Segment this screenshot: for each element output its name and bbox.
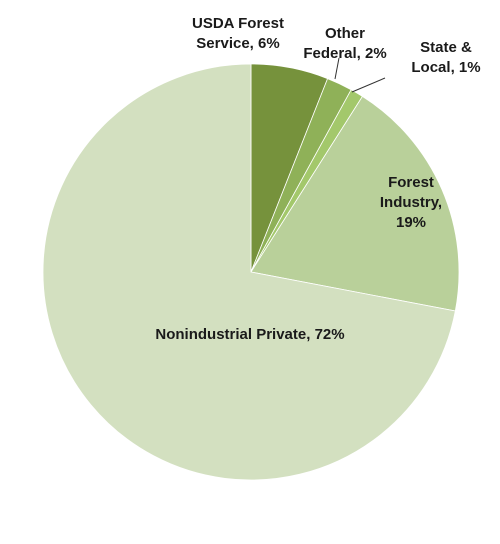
pie-slices bbox=[42, 63, 460, 481]
slice-label-line: Industry, bbox=[380, 194, 442, 211]
leader-line bbox=[334, 57, 340, 80]
slice-label-line: Federal, 2% bbox=[303, 45, 386, 62]
slice-label-line: USDA Forest bbox=[192, 15, 284, 32]
slice-label-nonindustrial-private: Nonindustrial Private, 72% bbox=[155, 326, 344, 343]
slice-label-line: Forest bbox=[388, 174, 434, 191]
slice-label-state-local: State & Local, 1% bbox=[411, 39, 480, 76]
slice-label-line: 19% bbox=[396, 214, 426, 231]
leader-line bbox=[351, 77, 386, 93]
slice-label-line: Other bbox=[325, 25, 365, 42]
slice-label-other-federal: Other Federal, 2% bbox=[303, 25, 386, 62]
slice-label-line: Nonindustrial Private, 72% bbox=[155, 326, 344, 343]
slice-label-line: State & bbox=[420, 39, 472, 56]
pie-slice-forest-industry bbox=[250, 95, 460, 312]
slice-labels: USDA Forest Service, 6% Other Federal, 2% St… bbox=[155, 15, 480, 343]
pie-slice-nonindustrial-private bbox=[42, 63, 456, 481]
slice-label-usda-forest-service: USDA Forest Service, 6% bbox=[192, 15, 284, 52]
slice-label-line: Service, 6% bbox=[196, 35, 279, 52]
slice-label-line: Local, 1% bbox=[411, 59, 480, 76]
slice-label-forest-industry: Forest Industry, 19% bbox=[380, 174, 442, 231]
